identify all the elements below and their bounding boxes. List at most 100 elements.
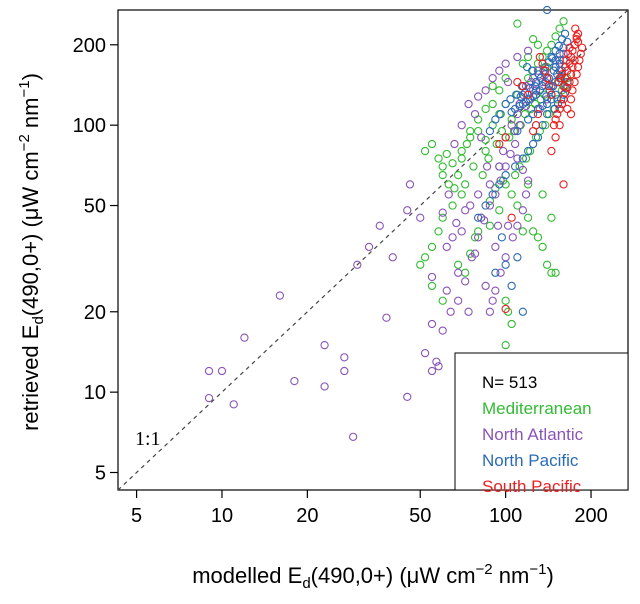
- data-point-north-atlantic: [496, 176, 505, 185]
- data-point-north-atlantic: [496, 268, 505, 277]
- data-point-mediterranean: [473, 115, 483, 124]
- data-point-north-atlantic: [240, 333, 249, 342]
- data-point-south-pacific: [575, 56, 584, 65]
- data-point-mediterranean: [513, 201, 522, 210]
- data-point-mediterranean: [438, 296, 447, 305]
- data-point-north-atlantic: [388, 253, 397, 262]
- data-point-mediterranean: [442, 149, 451, 159]
- data-point-north-pacific: [522, 62, 532, 72]
- data-point-north-atlantic: [495, 66, 504, 75]
- legend-entry-north-pacific: North Pacific: [482, 451, 579, 470]
- data-point-south-pacific: [566, 109, 576, 119]
- data-point-north-atlantic: [523, 46, 533, 55]
- data-point-south-pacific: [563, 104, 572, 114]
- data-point-north-atlantic: [427, 272, 437, 282]
- data-point-north-pacific: [551, 90, 560, 99]
- data-point-north-atlantic: [481, 86, 490, 95]
- data-point-north-atlantic: [464, 307, 473, 316]
- data-point-mediterranean: [457, 146, 466, 156]
- data-point-north-pacific: [560, 29, 570, 38]
- data-point-north-atlantic: [450, 139, 459, 149]
- data-point-north-pacific: [510, 162, 520, 171]
- data-point-north-atlantic: [434, 362, 443, 371]
- data-point-south-pacific: [551, 133, 560, 142]
- data-point-north-atlantic: [501, 162, 510, 171]
- data-point-mediterranean: [492, 139, 501, 149]
- data-point-north-atlantic: [485, 201, 495, 210]
- data-point-north-atlantic: [340, 353, 349, 362]
- data-point-north-pacific: [542, 5, 552, 15]
- data-point-north-atlantic: [204, 393, 214, 403]
- data-point-north-atlantic: [405, 180, 415, 189]
- legend-entry-south-pacific: South Pacific: [482, 477, 582, 496]
- data-point-north-pacific: [495, 180, 504, 189]
- legend: N= 513 Mediterranean North Atlantic Nort…: [454, 352, 629, 496]
- data-point-north-pacific: [554, 41, 563, 51]
- data-point-mediterranean: [448, 159, 457, 168]
- data-point-north-atlantic: [461, 277, 470, 286]
- data-point-north-atlantic: [444, 190, 453, 199]
- data-point-north-atlantic: [353, 260, 362, 269]
- data-point-south-pacific: [565, 43, 574, 52]
- data-point-north-atlantic: [290, 376, 299, 386]
- data-point-mediterranean: [461, 268, 470, 277]
- data-point-north-pacific: [512, 90, 521, 99]
- data-point-south-pacific: [554, 77, 563, 87]
- data-point-south-pacific: [528, 126, 538, 136]
- data-point-north-pacific: [513, 253, 522, 262]
- data-point-north-pacific: [513, 126, 522, 136]
- data-point-mediterranean: [501, 340, 510, 350]
- data-point-north-atlantic: [485, 307, 495, 316]
- data-point-mediterranean: [551, 268, 560, 277]
- x-tick-label: 100: [489, 505, 522, 527]
- data-point-south-pacific: [501, 304, 510, 314]
- legend-entry-mediterranean: Mediterranean: [482, 399, 592, 418]
- y-axis-title: retrieved Ed(490,0+) (μW cm−2 nm−1): [16, 73, 47, 431]
- data-point-mediterranean: [466, 126, 475, 136]
- data-point-mediterranean: [488, 99, 497, 109]
- data-point-mediterranean: [461, 180, 470, 189]
- data-point-north-pacific: [542, 99, 552, 109]
- data-point-south-pacific: [501, 133, 510, 142]
- data-point-south-pacific: [549, 121, 559, 130]
- data-point-mediterranean: [466, 133, 475, 142]
- data-point-north-atlantic: [438, 208, 447, 217]
- data-point-north-pacific: [488, 190, 497, 199]
- data-point-north-pacific: [481, 201, 490, 210]
- data-point-north-pacific: [533, 104, 543, 114]
- data-point-north-atlantic: [457, 121, 466, 130]
- data-point-south-pacific: [571, 24, 580, 33]
- data-point-north-atlantic: [488, 296, 497, 305]
- legend-box: [454, 352, 629, 491]
- data-point-north-atlantic: [513, 221, 522, 230]
- data-point-mediterranean: [510, 170, 520, 180]
- data-point-mediterranean: [538, 52, 547, 62]
- data-point-north-pacific: [491, 268, 500, 277]
- data-point-mediterranean: [505, 133, 514, 142]
- data-point-north-atlantic: [364, 242, 374, 252]
- data-point-south-pacific: [555, 121, 564, 130]
- data-point-south-pacific: [518, 82, 528, 91]
- data-point-south-pacific: [507, 213, 516, 222]
- one-to-one-label: 1:1: [135, 428, 161, 450]
- data-point-north-pacific: [516, 92, 525, 101]
- data-point-north-atlantic: [473, 190, 483, 199]
- data-point-north-pacific: [545, 86, 554, 95]
- data-point-mediterranean: [513, 19, 522, 28]
- data-point-north-atlantic: [457, 227, 466, 236]
- data-point-south-pacific: [513, 77, 522, 87]
- data-point-north-atlantic: [461, 206, 470, 215]
- data-point-south-pacific: [565, 77, 574, 87]
- data-point-north-atlantic: [501, 253, 510, 262]
- data-point-mediterranean: [538, 242, 547, 252]
- data-point-north-atlantic: [420, 348, 430, 358]
- data-point-south-pacific: [568, 86, 577, 95]
- data-point-mediterranean: [438, 213, 447, 222]
- data-point-south-pacific: [533, 109, 543, 119]
- data-point-north-pacific: [523, 146, 533, 156]
- data-point-north-atlantic: [510, 126, 520, 136]
- data-point-mediterranean: [453, 260, 463, 269]
- data-point-south-pacific: [566, 95, 576, 104]
- x-tick-label: 200: [574, 505, 607, 527]
